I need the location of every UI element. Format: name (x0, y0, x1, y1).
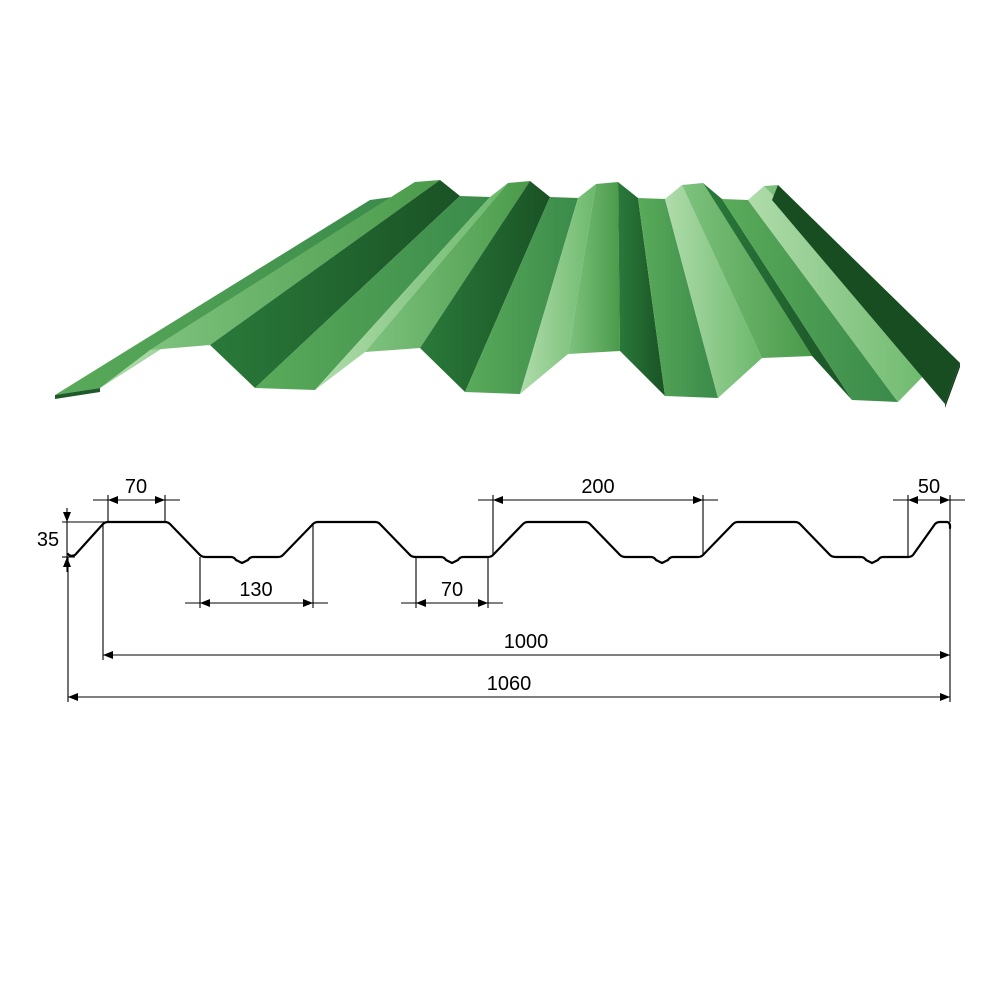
diagram-canvas: 35 70 200 50 (0, 0, 1000, 1000)
dim-valley-label: 70 (441, 579, 463, 601)
dim-height-label: 35 (37, 529, 59, 551)
dim-height (62, 508, 108, 572)
dim-rib-top-label: 70 (125, 476, 147, 498)
dim-rib-top (93, 495, 180, 522)
cross-section-svg: 35 70 200 50 (0, 0, 1000, 1000)
dim-end (893, 495, 965, 557)
dim-rib-bottom-label: 130 (239, 579, 272, 601)
dim-pitch (478, 495, 718, 555)
profile-drawing: 35 70 200 50 (37, 476, 965, 702)
dim-end-label: 50 (918, 476, 940, 498)
dim-pitch-label: 200 (581, 476, 614, 498)
dim-width-cover-label: 1000 (504, 631, 549, 653)
dim-width-overall-label: 1060 (487, 673, 532, 695)
